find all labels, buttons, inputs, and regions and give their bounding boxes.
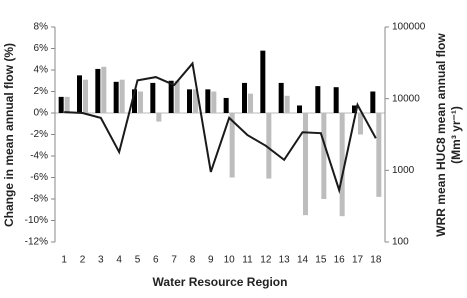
y2-axis-label: (Mm³ yr⁻¹) [449,106,463,164]
bar [77,75,82,113]
y-tick-label: 8% [34,22,49,33]
bar [174,80,180,113]
bar [168,80,174,113]
bar [266,113,272,179]
x-tick-label: 3 [98,255,104,266]
y-tick-label: -12% [25,237,48,248]
bar [64,96,70,113]
x-tick-label: 18 [370,255,382,266]
y-tick-label: 6% [34,43,49,54]
y2-tick-label: 10000 [392,93,420,104]
x-tick-label: 10 [224,255,236,266]
bar [119,79,125,113]
x-tick-label: 8 [190,255,196,266]
bar [83,79,88,113]
bar [321,113,327,199]
x-tick-label: 14 [297,255,309,266]
x-tick-label: 16 [334,255,346,266]
x-tick-label: 12 [260,255,272,266]
y-tick-label: 0% [34,108,49,119]
y2-tick-label: 1000 [392,165,415,176]
bar [187,89,192,113]
y-tick-label: -4% [30,151,48,162]
x-tick-label: 7 [171,255,177,266]
bar [211,91,217,113]
x-tick-label: 2 [80,255,86,266]
x-axis-label: Water Resource Region [153,275,288,289]
y-tick-label: -8% [30,194,48,205]
y-tick-label: 2% [34,86,49,97]
y-tick-label: -2% [30,129,48,140]
bar [193,89,198,113]
bar [358,113,363,135]
y2-axis-label: WRR mean HUC8 mean annual flow [434,33,448,237]
bar [303,113,308,216]
x-tick-label: 13 [279,255,291,266]
y-axis-label: Change in mean annual flow (%) [2,43,16,227]
bar [297,105,302,113]
bar [205,89,211,113]
x-tick-label: 15 [315,255,327,266]
y-tick-label: -6% [30,172,48,183]
bar [229,113,235,178]
bar [260,50,266,113]
bar [339,113,345,217]
bar [333,87,339,113]
x-tick-label: 5 [135,255,141,266]
bar [278,82,284,113]
y-tick-label: 4% [34,65,49,76]
bar [242,82,247,113]
bar [113,81,119,113]
bar [150,82,156,113]
x-tick-label: 6 [153,255,159,266]
x-tick-label: 1 [61,255,67,266]
bar [248,93,253,113]
bar [138,91,143,113]
y-tick-label: -10% [25,215,48,226]
x-tick-label: 4 [116,255,122,266]
y2-tick-label: 100 [392,237,409,248]
bar [352,105,357,113]
bar [132,89,137,113]
line [64,61,377,194]
x-tick-label: 11 [242,255,253,266]
bar [284,95,290,113]
bar [370,91,376,113]
bar [95,68,101,113]
bar [156,113,162,122]
x-tick-label: 17 [352,255,364,266]
bar [376,113,382,197]
y2-tick-label: 100000 [392,22,426,33]
bar [58,96,64,113]
x-tick-label: 9 [208,255,214,266]
bar [315,86,321,113]
bar [101,66,107,113]
bar [223,97,229,113]
